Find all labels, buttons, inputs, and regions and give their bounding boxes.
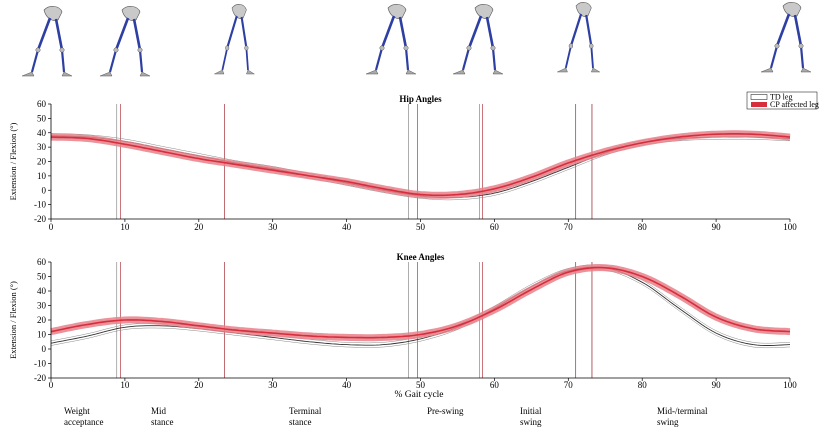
x-tick-label: 40 <box>342 380 352 390</box>
y-axis-label: Extension / Flexion (°) <box>8 122 18 200</box>
legend-cp-label: CP affected leg <box>770 100 819 109</box>
x-tick-label: 80 <box>638 222 648 232</box>
x-tick-label: 20 <box>194 380 204 390</box>
y-tick-label: 10 <box>37 171 47 181</box>
td-band-upper <box>50 133 791 196</box>
phase-label: Pre-swing <box>427 406 464 416</box>
y-tick-label: 60 <box>37 99 47 109</box>
y-tick-label: 0 <box>42 185 47 195</box>
y-tick-label: -20 <box>34 214 46 224</box>
x-tick-label: 80 <box>638 380 648 390</box>
x-tick-label: 50 <box>416 380 426 390</box>
phase-label: Initial <box>520 406 542 416</box>
y-tick-label: -20 <box>34 373 46 383</box>
cp-band <box>49 130 792 199</box>
leg-icons-row <box>20 1 813 78</box>
phase-label: stance <box>151 417 174 427</box>
leg-skeleton-icon <box>451 3 505 76</box>
x-tick-label: 60 <box>490 222 500 232</box>
y-tick-label: 60 <box>37 257 47 267</box>
x-tick-label: 30 <box>268 380 278 390</box>
x-tick-label: 70 <box>564 380 574 390</box>
y-tick-label: 40 <box>37 128 47 138</box>
phase-label: acceptance <box>64 417 103 427</box>
cp-band <box>49 264 792 342</box>
hip-angles-panel: Hip Angles 0 10 20 30 40 50 60 70 80 90 100 -20 -10 0 1… <box>8 94 797 232</box>
y-tick-label: 20 <box>37 157 47 167</box>
legend-td-label: TD leg <box>770 93 792 102</box>
phase-label: swing <box>520 417 542 427</box>
y-tick-label: 20 <box>37 315 47 325</box>
cp-line <box>50 266 791 339</box>
leg-skeleton-icon <box>98 5 152 78</box>
panel-title: Knee Angles <box>397 252 445 262</box>
x-tick-label: 10 <box>120 222 130 232</box>
y-tick-label: -10 <box>34 200 46 210</box>
y-tick-label: 30 <box>37 301 47 311</box>
x-tick-label: 90 <box>712 380 722 390</box>
y-tick-label: 10 <box>37 330 47 340</box>
x-tick-label: 30 <box>268 222 278 232</box>
panel-title: Hip Angles <box>399 94 442 104</box>
phase-labels: WeightacceptanceMidstanceTerminalstanceP… <box>64 406 708 427</box>
x-tick-label: 0 <box>49 222 54 232</box>
y-tick-label: 0 <box>42 344 47 354</box>
x-tick-label: 50 <box>416 222 426 232</box>
td-line <box>50 135 791 199</box>
x-axis-label: % Gait cycle <box>394 390 443 400</box>
leg-skeleton-icon <box>364 3 418 76</box>
y-tick-label: 40 <box>37 286 47 296</box>
y-tick-label: 30 <box>37 142 47 152</box>
x-tick-label: 10 <box>120 380 130 390</box>
phase-label: Terminal <box>289 406 322 416</box>
td-band-lower <box>50 137 791 201</box>
leg-skeleton-icon <box>213 3 256 76</box>
y-tick-label: -10 <box>34 359 46 369</box>
x-tick-label: 100 <box>783 222 797 232</box>
td-band-lower <box>50 269 790 349</box>
x-tick-label: 20 <box>194 222 204 232</box>
y-tick-label: 50 <box>37 113 47 123</box>
y-axis-label: Extension / Flexion (°) <box>8 281 18 359</box>
phase-label: stance <box>289 417 312 427</box>
legend: TD leg CP affected leg <box>746 91 819 110</box>
x-tick-label: 90 <box>712 222 722 232</box>
x-tick-label: 100 <box>783 380 797 390</box>
legend-cp-swatch <box>751 102 767 107</box>
y-tick-label: 50 <box>37 272 47 282</box>
leg-skeleton-icon <box>20 5 74 78</box>
x-tick-label: 60 <box>490 380 500 390</box>
phase-label: Mid-/terminal <box>657 406 708 416</box>
x-tick-label: 70 <box>564 222 574 232</box>
legend-td-swatch <box>750 94 768 100</box>
knee-angles-panel: Knee Angles 0 10 20 30 40 50 60 70 80 90 100 -20 -10 0… <box>8 252 797 390</box>
phase-label: Weight <box>64 406 90 416</box>
phase-label: Mid <box>151 406 167 416</box>
leg-skeleton-icon <box>555 1 602 74</box>
cp-line <box>51 133 791 197</box>
x-tick-label: 40 <box>342 222 352 232</box>
td-line <box>50 266 791 346</box>
phase-label: swing <box>657 417 679 427</box>
leg-skeleton-icon <box>759 1 813 74</box>
x-tick-label: 0 <box>49 380 54 390</box>
